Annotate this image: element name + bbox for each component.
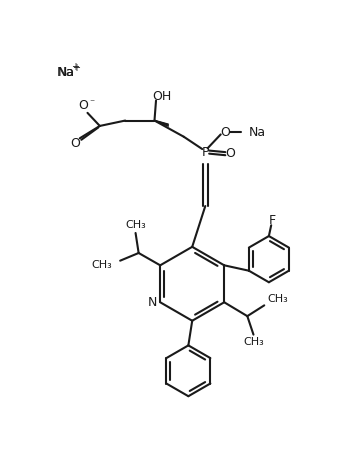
Text: Na: Na xyxy=(58,66,76,78)
Text: CH₃: CH₃ xyxy=(92,261,112,270)
Text: +: + xyxy=(72,63,80,73)
Text: CH₃: CH₃ xyxy=(267,294,288,304)
Text: N: N xyxy=(148,296,157,309)
Text: ⁻: ⁻ xyxy=(89,99,94,109)
Text: Na: Na xyxy=(57,66,74,78)
Text: CH₃: CH₃ xyxy=(243,337,264,347)
Text: +: + xyxy=(71,62,79,72)
Text: O: O xyxy=(220,126,230,139)
Text: CH₃: CH₃ xyxy=(125,220,146,230)
Text: F: F xyxy=(269,214,276,227)
Text: P: P xyxy=(201,146,209,159)
Text: O: O xyxy=(70,137,80,150)
Text: OH: OH xyxy=(152,90,172,103)
Text: Na: Na xyxy=(248,126,266,139)
Text: O: O xyxy=(225,147,235,160)
Text: O: O xyxy=(78,100,88,112)
